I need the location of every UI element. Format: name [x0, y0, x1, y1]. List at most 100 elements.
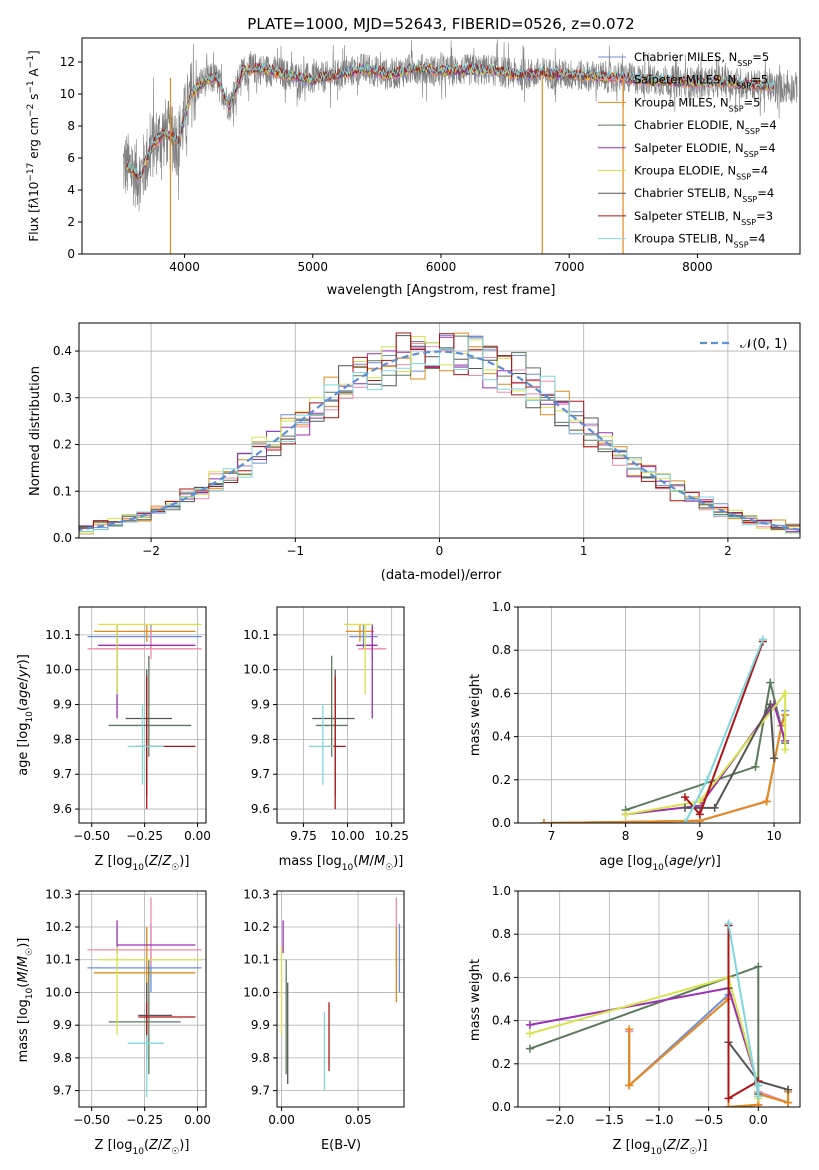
- series-marker: [695, 810, 704, 819]
- x-tick-label: 4000: [169, 260, 200, 274]
- y-tick-label: 9.7: [53, 767, 72, 781]
- ageM-xlabel: mass [log10(M/M☉)]: [279, 854, 404, 873]
- y-tick-label: 0.6: [492, 970, 511, 984]
- y-tick-label: 10.2: [45, 920, 72, 934]
- x-tick-label: 6000: [426, 260, 457, 274]
- plot-area: [87, 623, 202, 810]
- x-tick-label: −0.50: [73, 1113, 110, 1127]
- legend-label: Chabrier ELODIE, NSSP=4: [634, 118, 777, 136]
- series-line-kroupa-miles: [628, 996, 790, 1107]
- y-tick-label: 9.7: [251, 767, 270, 781]
- y-tick-label: 0.0: [492, 1100, 511, 1114]
- series-marker: [766, 678, 775, 687]
- axes-frame: [78, 890, 207, 1108]
- series-line-kroupa-elodie: [625, 690, 787, 816]
- x-tick-label: 0.00: [184, 1113, 211, 1127]
- x-tick-label: −1: [286, 544, 304, 558]
- x-tick-label: 7: [548, 829, 556, 843]
- x-tick-label: 10: [766, 829, 781, 843]
- series-marker: [680, 803, 689, 812]
- y-tick-label: 10.0: [45, 985, 72, 999]
- plot-area: [308, 623, 387, 810]
- x-tick-label: 8000: [682, 260, 713, 274]
- mwAge-ylabel: mass weight: [468, 674, 483, 756]
- series-marker: [710, 803, 719, 812]
- series-marker: [754, 962, 763, 971]
- legend-label: Salpeter MILES, NSSP=5: [634, 73, 768, 91]
- y-tick-label: 6: [67, 151, 75, 165]
- series-marker: [724, 1103, 733, 1107]
- series-line-kroupa-stelib: [727, 923, 760, 1097]
- x-tick-label: 0.00: [184, 829, 211, 843]
- massZ-xlabel: Z [log10(Z/Z☉)]: [95, 1138, 190, 1157]
- y-tick-label: 10.1: [243, 628, 270, 642]
- y-tick-label: 10.2: [243, 920, 270, 934]
- x-tick-label: 1: [580, 544, 588, 558]
- ageZ-xlabel: Z [log10(Z/Z☉)]: [95, 854, 190, 873]
- plot-area: [122, 39, 798, 254]
- series-marker: [539, 819, 548, 823]
- axes-frame: [78, 606, 207, 824]
- gaussian-curve: [79, 350, 800, 531]
- y-tick-label: 0.2: [53, 438, 72, 452]
- legend-label: Salpeter STELIB, NSSP=3: [634, 209, 773, 227]
- series-marker: [754, 1081, 763, 1090]
- x-tick-label: −1.5: [595, 1113, 624, 1127]
- x-tick-label: −0.5: [694, 1113, 723, 1127]
- x-tick-label: 9: [696, 829, 704, 843]
- x-tick-label: 2: [724, 544, 732, 558]
- y-tick-label: 0.8: [492, 927, 511, 941]
- x-tick-label: 0.05: [345, 1113, 372, 1127]
- residuals-xlabel: (data-model)/error: [381, 568, 502, 583]
- axes-frame: [81, 37, 801, 255]
- series-marker: [724, 919, 733, 928]
- residuals-ylabel: Normed distribution: [28, 366, 43, 496]
- series-marker: [525, 1029, 534, 1038]
- x-tick-label: −2: [142, 544, 160, 558]
- y-tick-label: 9.8: [251, 732, 270, 746]
- series-marker: [703, 775, 712, 784]
- age-vs-mass-panel: mass [log10(M/M☉)] 9.75 10.00 10.25 9.6 9.7 9…: [243, 606, 409, 873]
- y-tick-label: 1.0: [492, 884, 511, 898]
- series-line-chabrier-elodie: [529, 965, 760, 1094]
- y-tick-label: 9.7: [53, 1084, 72, 1098]
- axes-frame: [517, 890, 801, 1108]
- y-tick-label: 9.9: [251, 1018, 270, 1032]
- axes-frame: [517, 606, 801, 824]
- y-tick-label: 8: [67, 119, 75, 133]
- y-tick-label: 10.0: [45, 663, 72, 677]
- age-vs-Z-panel: Z [log10(Z/Z☉)] age [log10(age/yr)] −0.5…: [16, 606, 211, 873]
- legend-label: Chabrier STELIB, NSSP=4: [634, 186, 774, 204]
- series-marker: [680, 819, 689, 823]
- y-tick-label: 9.6: [251, 802, 270, 816]
- legend-label: 𝒩(0, 1): [740, 337, 787, 352]
- legend-label: Kroupa STELIB, NSSP=4: [634, 232, 765, 250]
- plot-area: [87, 897, 202, 1098]
- plot-area: [280, 897, 401, 1091]
- series-marker: [751, 762, 760, 771]
- y-tick-label: 0.4: [492, 1014, 511, 1028]
- series-line-kroupa-stelib: [684, 639, 764, 823]
- series-line-kroupa-elodie: [529, 976, 760, 1099]
- y-tick-label: 10.0: [243, 663, 270, 677]
- y-tick-label: 0.8: [492, 643, 511, 657]
- y-tick-label: 9.8: [53, 732, 72, 746]
- y-tick-label: 9.7: [251, 1084, 270, 1098]
- x-tick-label: 0: [436, 544, 444, 558]
- histogram-kroupa-stelib: [79, 336, 800, 534]
- y-tick-label: 10: [60, 87, 75, 101]
- legend-label: Chabrier MILES, NSSP=5: [634, 50, 769, 68]
- series-marker: [766, 700, 775, 709]
- series-line-chabrier-elodie: [625, 682, 787, 811]
- series-line-chabrier-stelib: [685, 700, 775, 809]
- y-tick-label: 10.0: [243, 985, 270, 999]
- y-tick-label: 0.1: [53, 484, 72, 498]
- series-marker: [758, 635, 767, 644]
- ageZ-ylabel: age [log10(age/yr)]: [16, 654, 35, 776]
- y-tick-label: 0.0: [53, 531, 72, 545]
- y-tick-label: 0: [67, 247, 75, 261]
- series-marker: [770, 754, 779, 763]
- y-tick-label: 0.3: [53, 391, 72, 405]
- x-tick-label: −0.25: [126, 1113, 163, 1127]
